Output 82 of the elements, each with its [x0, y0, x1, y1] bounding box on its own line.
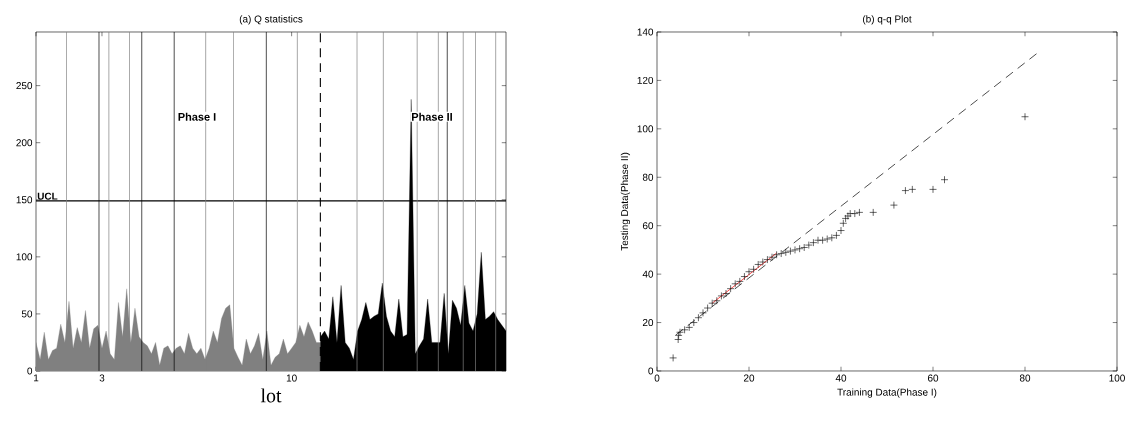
ref-line-label: UCL	[37, 192, 58, 200]
x-tick-label: 1	[34, 374, 39, 382]
point	[722, 289, 730, 298]
point	[828, 234, 836, 242]
point	[772, 250, 781, 259]
y-tick-label: 100	[16, 253, 33, 261]
point	[901, 186, 910, 195]
chart-title: (b) q-q Plot	[863, 15, 912, 25]
point	[690, 318, 698, 327]
point	[1021, 112, 1029, 121]
point	[832, 231, 841, 240]
x-tick-label: 10	[286, 374, 297, 382]
chart-title: (a) Q statistics	[239, 15, 303, 25]
point	[841, 214, 850, 223]
point	[795, 244, 804, 253]
point	[763, 255, 772, 264]
point	[855, 208, 864, 217]
point	[818, 236, 827, 245]
y-tick-label: 150	[16, 196, 33, 204]
x-tick-label: 20	[743, 374, 755, 382]
point	[791, 246, 799, 254]
y-tick-label: 120	[637, 76, 654, 84]
point	[800, 243, 808, 252]
point	[749, 265, 758, 274]
y-tick-label: 60	[642, 222, 654, 230]
y-tick-label: 40	[642, 270, 654, 278]
point	[777, 249, 785, 258]
point	[731, 280, 739, 288]
y-tick-label: 50	[21, 310, 33, 318]
point	[844, 212, 852, 220]
point	[685, 323, 693, 332]
point	[736, 277, 744, 286]
x-axis-title: lot	[260, 388, 282, 403]
y-tick-label: 250	[16, 82, 33, 90]
point	[726, 284, 735, 293]
point	[851, 209, 859, 218]
point	[768, 253, 776, 261]
point	[786, 247, 795, 255]
point	[869, 208, 877, 217]
point	[890, 201, 898, 209]
point	[759, 258, 767, 266]
y-tick-label: 0	[648, 367, 654, 375]
x-tick-label: 80	[1019, 374, 1031, 382]
point	[708, 299, 716, 307]
x-tick-label: 100	[1109, 374, 1125, 382]
point	[717, 292, 726, 300]
point	[814, 236, 822, 245]
y-axis-title: Testing Data(Phase II)	[620, 152, 631, 251]
y-tick-label: 200	[16, 139, 33, 147]
point	[940, 175, 949, 184]
point	[823, 235, 831, 243]
annotation: Phase I	[178, 112, 216, 121]
x-axis-title: Training Data(Phase I)	[837, 388, 937, 398]
point	[713, 296, 721, 305]
x-tick-label: 0	[654, 374, 660, 382]
point	[908, 185, 917, 194]
point	[674, 331, 683, 340]
point	[929, 185, 937, 194]
point	[699, 309, 707, 317]
point	[805, 241, 813, 249]
point	[837, 226, 845, 235]
y-tick-label: 0	[27, 367, 33, 375]
point	[680, 326, 689, 334]
point	[846, 209, 854, 218]
x-tick-label: 40	[835, 374, 847, 382]
point	[669, 354, 677, 362]
y-tick-label: 100	[637, 125, 654, 133]
point	[745, 267, 753, 276]
y-tick-label: 20	[642, 319, 654, 327]
x-tick-label: 3	[99, 374, 105, 382]
y-tick-label: 80	[642, 173, 654, 181]
point	[676, 328, 684, 337]
point	[694, 313, 703, 322]
point	[703, 304, 712, 312]
annotation: Phase II	[412, 112, 452, 121]
point	[782, 248, 790, 257]
point	[839, 219, 848, 228]
point	[754, 260, 762, 269]
point	[809, 238, 818, 247]
x-tick-label: 60	[927, 374, 939, 382]
y-tick-label: 140	[637, 28, 654, 36]
point	[740, 272, 749, 281]
